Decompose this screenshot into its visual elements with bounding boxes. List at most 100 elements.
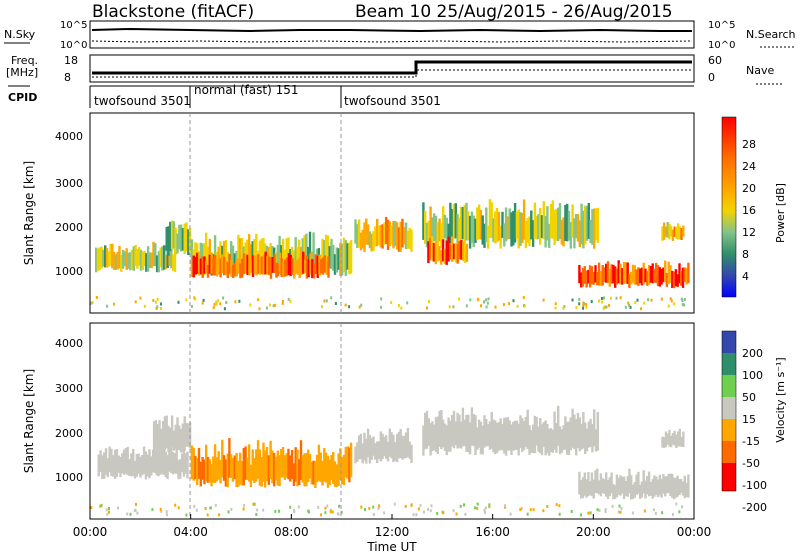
power-ground-scatter-cell bbox=[201, 301, 204, 305]
velocity-ground-scatter-cell bbox=[360, 505, 363, 509]
power-echo-cell bbox=[530, 210, 533, 240]
velocity-echo-cell bbox=[139, 456, 142, 478]
power-echo-cell bbox=[597, 262, 601, 286]
power-ground-scatter-cell bbox=[225, 301, 228, 304]
power-echo-cell bbox=[486, 225, 490, 249]
velocity-echo-cell bbox=[673, 430, 676, 446]
power-echo-cell bbox=[120, 254, 123, 272]
power-echo-cell bbox=[633, 265, 636, 285]
power-echo-cell bbox=[608, 268, 611, 287]
power-echo-cell bbox=[109, 243, 112, 266]
power-colorbar-label: Power [dB] bbox=[774, 183, 787, 243]
velocity-echo-cell bbox=[687, 474, 690, 498]
velocity-ground-scatter-cell bbox=[619, 510, 622, 514]
power-echo-cell bbox=[646, 271, 649, 286]
velocity-echo-cell bbox=[180, 453, 184, 473]
velocity-ground-scatter-cell bbox=[430, 504, 433, 508]
velocity-echo-cell bbox=[669, 473, 672, 496]
power-echo-cell bbox=[433, 213, 436, 241]
power-echo-cell bbox=[164, 254, 168, 269]
nsky-label: N.Sky bbox=[4, 28, 36, 41]
velocity-echo-cell bbox=[363, 432, 366, 461]
velocity-echo-cell bbox=[341, 457, 344, 485]
power-echo-cell bbox=[281, 238, 285, 269]
power-echo-cell bbox=[619, 263, 622, 285]
power-echo-cell bbox=[449, 202, 452, 244]
power-echo-cell bbox=[111, 243, 114, 269]
power-echo-cell bbox=[661, 226, 664, 241]
power-echo-cell bbox=[199, 258, 203, 275]
power-echo-cell bbox=[503, 223, 506, 247]
velocity-ground-scatter-cell bbox=[484, 511, 486, 514]
velocity-ground-scatter-cell bbox=[108, 510, 110, 514]
velocity-ground-scatter-cell bbox=[340, 510, 343, 514]
velocity-ground-scatter-cell bbox=[320, 513, 323, 517]
velocity-echo-cell bbox=[622, 476, 626, 500]
power-echo-cell bbox=[599, 271, 603, 286]
velocity-echo-cell bbox=[299, 440, 303, 481]
velocity-ground-scatter-cell bbox=[90, 506, 93, 509]
power-echo-cell bbox=[406, 230, 410, 249]
power-echo-cell bbox=[495, 207, 499, 243]
velocity-ground-scatter-cell bbox=[678, 510, 681, 514]
power-echo-cell bbox=[383, 222, 386, 245]
power-echo-cell bbox=[635, 269, 638, 285]
power-ground-scatter-cell bbox=[598, 299, 600, 303]
power-echo-cell bbox=[303, 235, 306, 268]
power-echo-cell bbox=[172, 254, 175, 271]
power-echo-cell bbox=[159, 247, 162, 268]
power-ground-scatter-cell bbox=[212, 306, 215, 310]
velocity-echo-cell bbox=[403, 435, 406, 459]
power-echo-cell bbox=[637, 267, 640, 286]
power-ground-scatter-cell bbox=[485, 305, 488, 309]
power-ytick-3000: 3000 bbox=[55, 177, 83, 190]
velocity-echo-cell bbox=[626, 476, 629, 497]
velocity-echo-cell bbox=[490, 411, 493, 449]
velocity-echo-cell bbox=[678, 479, 681, 495]
velocity-echo-cell bbox=[167, 425, 170, 452]
velocity-echo-cell bbox=[666, 433, 669, 445]
velocity-echo-cell bbox=[137, 453, 140, 474]
velocity-echo-cell bbox=[173, 453, 177, 474]
velocity-cbar-block-3 bbox=[722, 375, 736, 397]
power-echo-cell bbox=[533, 202, 537, 239]
power-ground-scatter-cell bbox=[134, 300, 137, 304]
velocity-ytick-3000: 3000 bbox=[55, 382, 83, 395]
power-echo-cell bbox=[337, 248, 340, 270]
velocity-echo-cell bbox=[326, 455, 330, 488]
velocity-echo-cell bbox=[677, 431, 680, 447]
velocity-echo-cell bbox=[589, 418, 592, 447]
cpid-seg-1: twofsound 3501 bbox=[94, 94, 191, 108]
power-echo-cell bbox=[274, 252, 278, 273]
power-echo-cell bbox=[309, 253, 312, 275]
velocity-cbar-tick-50: 50 bbox=[742, 391, 756, 404]
velocity-ground-scatter-cell bbox=[441, 510, 444, 514]
power-echo-cell bbox=[580, 272, 583, 288]
velocity-echo-cell bbox=[630, 475, 633, 500]
power-echo-cell bbox=[213, 235, 217, 271]
power-echo-cell bbox=[445, 240, 448, 265]
power-ground-scatter-cell bbox=[681, 299, 684, 303]
velocity-ground-scatter-cell bbox=[378, 504, 381, 508]
power-echo-layer bbox=[90, 199, 690, 311]
velocity-echo-cell bbox=[122, 449, 126, 475]
power-echo-cell bbox=[146, 246, 150, 272]
power-echo-cell bbox=[287, 253, 291, 276]
power-colorbar bbox=[721, 116, 737, 298]
station-title: Blackstone (fitACF) bbox=[92, 2, 254, 22]
velocity-ground-scatter-cell bbox=[117, 506, 119, 510]
power-echo-cell bbox=[655, 262, 658, 283]
nsky-trace bbox=[91, 27, 692, 33]
power-echo-cell bbox=[386, 219, 390, 250]
velocity-ground-scatter-cell bbox=[372, 505, 375, 509]
power-echo-cell bbox=[247, 234, 251, 268]
power-echo-cell bbox=[190, 239, 194, 267]
power-echo-cell bbox=[316, 255, 319, 278]
velocity-echo-cell bbox=[150, 456, 153, 476]
power-echo-cell bbox=[215, 258, 219, 277]
velocity-echo-cell bbox=[124, 448, 128, 474]
power-echo-cell bbox=[434, 215, 438, 246]
power-echo-cell bbox=[456, 243, 459, 264]
velocity-echo-cell bbox=[290, 450, 294, 479]
